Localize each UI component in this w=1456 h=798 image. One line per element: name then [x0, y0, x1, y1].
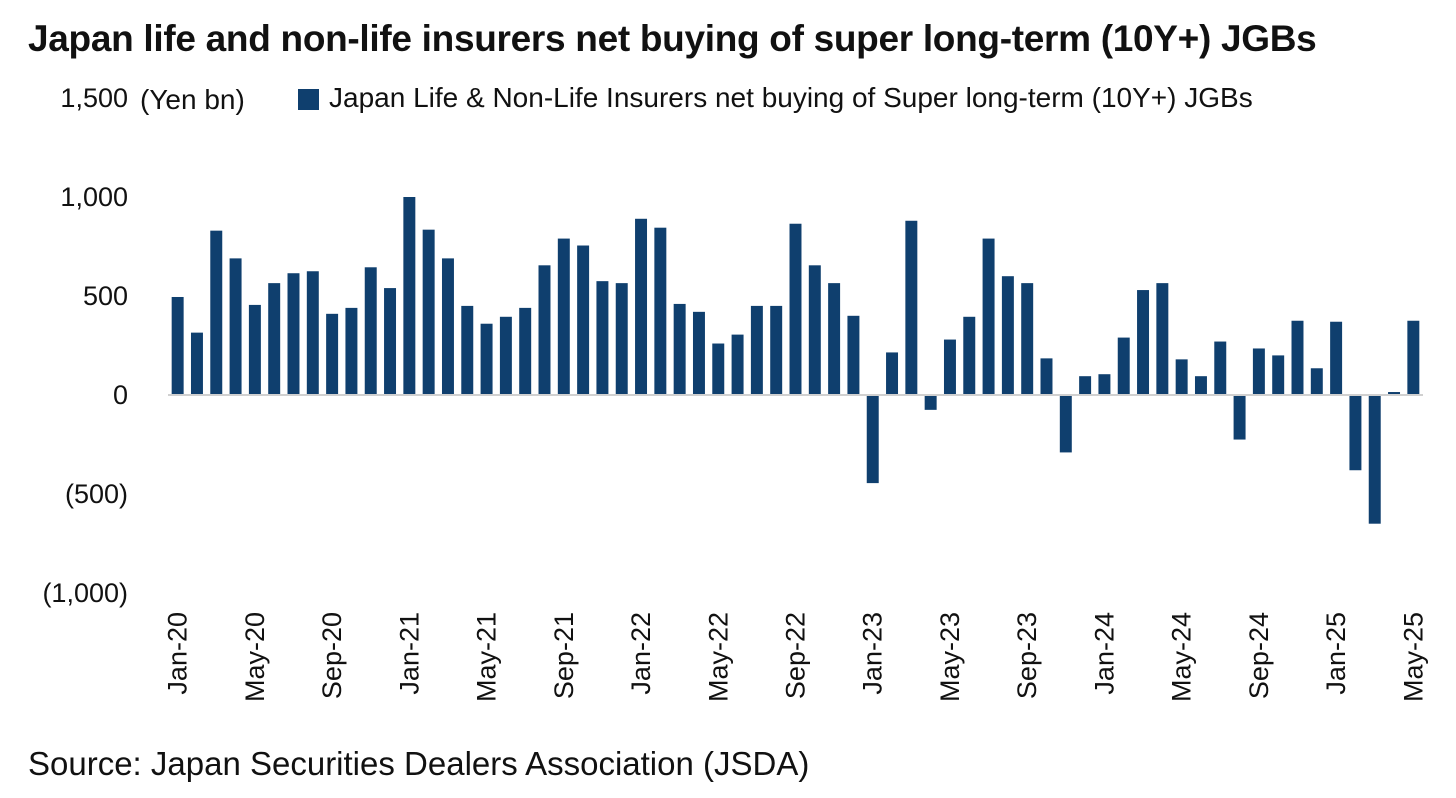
bar-apr-22 [692, 311, 705, 395]
x-tick-label: Sep-23 [1012, 612, 1042, 699]
bar-may-21 [480, 323, 493, 395]
bar-mar-25 [1368, 395, 1381, 524]
bar-feb-20 [190, 332, 203, 395]
y-tick-label: 500 [83, 281, 128, 311]
source-note: Source: Japan Securities Dealers Associa… [28, 745, 810, 782]
bar-sep-24 [1252, 348, 1265, 395]
bar-apr-25 [1388, 392, 1401, 395]
chart-title: Japan life and non-life insurers net buy… [28, 18, 1317, 59]
bar-mar-21 [441, 258, 454, 395]
bar-apr-23 [924, 395, 937, 410]
bar-mar-22 [673, 303, 686, 395]
bar-apr-21 [461, 305, 474, 395]
y-tick-label: 0 [113, 380, 128, 410]
bar-jan-23 [866, 395, 879, 484]
bar-feb-24 [1117, 337, 1130, 395]
bar-mar-20 [210, 230, 223, 395]
y-tick-label: (500) [65, 479, 128, 509]
bar-nov-21 [596, 281, 609, 395]
x-tick-label: Sep-24 [1244, 612, 1274, 699]
bar-aug-23 [1001, 276, 1014, 395]
bar-apr-20 [229, 258, 242, 395]
bar-jul-24 [1214, 341, 1227, 395]
bar-aug-20 [306, 271, 319, 395]
bar-dec-21 [615, 283, 628, 395]
legend: Japan Life & Non-Life Insurers net buyin… [298, 82, 1253, 114]
bar-nov-20 [364, 267, 377, 395]
x-tick-label: May-22 [703, 612, 733, 702]
bar-may-20 [248, 304, 261, 395]
bar-dec-24 [1310, 368, 1323, 395]
bar-jun-21 [499, 316, 512, 395]
x-tick-label: Jan-22 [626, 612, 656, 695]
x-tick-label: May-23 [935, 612, 965, 702]
bar-mar-24 [1137, 290, 1150, 395]
x-tick-label: Jan-23 [858, 612, 888, 695]
x-tick-label: May-21 [472, 612, 502, 702]
bar-jan-22 [635, 218, 648, 395]
bar-jan-24 [1098, 374, 1111, 395]
bar-jul-21 [519, 307, 532, 395]
bar-jul-22 [750, 305, 763, 395]
bar-aug-24 [1233, 395, 1246, 440]
bar-sep-21 [557, 238, 570, 395]
bar-oct-21 [577, 245, 590, 395]
bar-aug-22 [770, 305, 783, 395]
x-tick-label: Jan-21 [394, 612, 424, 695]
y-axis-unit-label: (Yen bn) [140, 84, 245, 115]
bar-jul-20 [287, 273, 300, 395]
bar-jun-24 [1194, 376, 1207, 395]
x-tick-label: May-25 [1398, 612, 1428, 702]
bar-nov-23 [1059, 395, 1072, 453]
y-tick-label: (1,000) [42, 578, 128, 608]
bar-sep-20 [326, 313, 339, 395]
bar-jan-25 [1330, 321, 1343, 395]
bar-sep-22 [789, 223, 802, 395]
bar-feb-21 [422, 229, 435, 395]
bar-dec-23 [1079, 376, 1092, 395]
bar-jun-22 [731, 334, 744, 395]
bar-feb-22 [654, 227, 667, 395]
x-tick-label: May-24 [1167, 612, 1197, 702]
bar-oct-20 [345, 307, 358, 395]
x-tick-label: Jan-24 [1089, 612, 1119, 695]
x-axis: Jan-20 May-20 Sep-20 Jan-21 May-21 Sep-21 Jan-… [163, 612, 1429, 702]
bar-oct-24 [1272, 355, 1285, 395]
bar-jan-21 [403, 197, 416, 395]
bar-sep-23 [1021, 283, 1034, 395]
bar-may-23 [943, 339, 956, 395]
x-tick-label: Jan-20 [163, 612, 193, 695]
bar-jun-20 [268, 283, 281, 395]
bar-may-25 [1407, 320, 1420, 395]
legend-label: Japan Life & Non-Life Insurers net buyin… [329, 82, 1253, 113]
bar-nov-22 [828, 283, 841, 395]
bar-feb-23 [886, 352, 899, 395]
bar-oct-23 [1040, 358, 1053, 395]
x-tick-label: May-20 [240, 612, 270, 702]
bar-aug-21 [538, 265, 551, 395]
x-tick-label: Sep-21 [549, 612, 579, 699]
bar-feb-25 [1349, 395, 1362, 471]
bars [171, 197, 1420, 524]
y-tick-label: 1,500 [60, 83, 128, 113]
bar-nov-24 [1291, 320, 1304, 395]
bar-jul-23 [982, 238, 995, 395]
legend-swatch [298, 88, 319, 110]
bar-may-24 [1175, 359, 1188, 395]
bar-may-22 [712, 343, 725, 395]
x-tick-label: Sep-20 [317, 612, 347, 699]
bar-apr-24 [1156, 283, 1169, 395]
bar-mar-23 [905, 220, 918, 395]
x-tick-label: Jan-25 [1321, 612, 1351, 695]
bar-dec-22 [847, 315, 860, 395]
y-tick-label: 1,000 [60, 182, 128, 212]
bar-jan-20 [171, 296, 184, 395]
bar-oct-22 [808, 265, 821, 395]
bar-jun-23 [963, 316, 976, 395]
x-tick-label: Sep-22 [781, 612, 811, 699]
bar-dec-20 [384, 288, 397, 395]
y-axis: 1,500 1,000 500 0 (500) (1,000) [42, 83, 128, 608]
